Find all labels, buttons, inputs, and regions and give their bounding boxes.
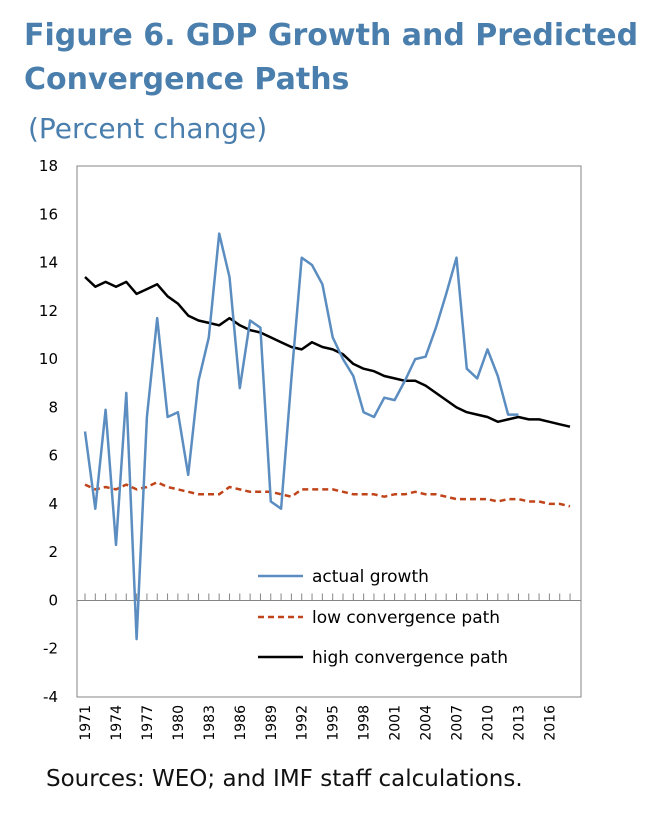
x-axis: 1971 1974 1977 1980 1983 1986 1989 1992 1995 1998…	[77, 593, 581, 741]
x-tick-label: 1983	[202, 705, 218, 741]
source-note: Sources: WEO; and IMF staff calculations…	[46, 766, 523, 792]
x-tick-label: 1998	[357, 705, 373, 741]
series-line-low-convergence-path	[84, 480, 571, 508]
y-axis: -4 -2 0 2 4 6 8 10 12 14 16 18	[39, 157, 58, 706]
series-line-actual-growth	[83, 232, 519, 641]
x-tick-label: 2001	[388, 705, 404, 741]
chart-subtitle: (Percent change)	[28, 112, 268, 145]
y-tick-label: 10	[39, 350, 58, 368]
y-tick-label: 2	[48, 543, 58, 561]
x-tick-label: 2007	[450, 705, 466, 741]
chart-title: Figure 6. GDP Growth and Predicted Conve…	[24, 18, 639, 97]
legend-label: high convergence path	[312, 648, 508, 668]
x-tick-label: 1992	[295, 705, 311, 741]
x-tick-label: 1989	[264, 705, 280, 741]
x-tick-label: 2016	[542, 705, 558, 741]
y-tick-label: -2	[43, 640, 58, 658]
x-tick-label: 1977	[140, 705, 156, 741]
y-tick-label: 4	[48, 495, 58, 513]
legend-label: actual growth	[312, 567, 429, 587]
x-tick-label: 2010	[480, 705, 496, 741]
y-tick-label: -4	[43, 688, 58, 706]
y-tick-label: 18	[39, 157, 58, 175]
legend: actual growth low convergence path high co…	[258, 567, 508, 668]
x-tick-label: 1980	[171, 705, 187, 741]
y-tick-label: 0	[48, 591, 58, 609]
x-tick-label: 1995	[326, 705, 342, 741]
y-tick-label: 12	[39, 302, 58, 320]
y-tick-label: 8	[48, 398, 58, 416]
x-tick-label: 1974	[109, 705, 125, 741]
series-layer	[83, 232, 571, 641]
legend-label: low convergence path	[312, 608, 500, 628]
plot-frame	[76, 165, 582, 698]
x-tick-label: 1971	[78, 705, 94, 741]
y-tick-label: 16	[39, 205, 58, 223]
x-tick-label: 2013	[511, 705, 527, 741]
x-tick-label: 2004	[419, 705, 435, 741]
x-tick-label: 1986	[233, 705, 249, 741]
y-tick-label: 14	[39, 254, 58, 272]
y-tick-label: 6	[48, 447, 58, 465]
series-line-high-convergence-path	[84, 276, 571, 428]
